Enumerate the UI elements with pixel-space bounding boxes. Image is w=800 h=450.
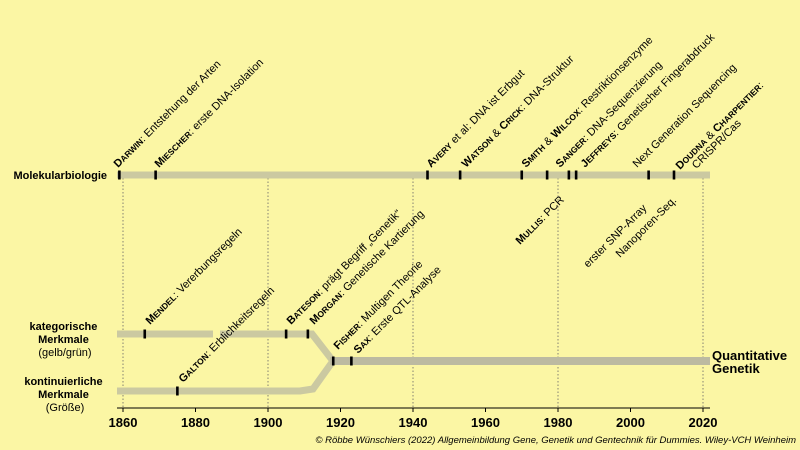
event-label-bateson: BATESON: prägt Begriff „Genetik“ xyxy=(285,207,405,327)
axis-tick-label-1900: 1900 xyxy=(254,415,283,430)
event-marker-bateson xyxy=(284,329,288,339)
event-marker-smith xyxy=(520,170,524,180)
row-label-molecular-biology: Molekularbiologie xyxy=(13,170,107,182)
event-marker-avery xyxy=(426,170,429,180)
copyright-credit: © Röbbe Wünschiers (2022) Allgemeinbildu… xyxy=(315,435,796,446)
event-marker-fisher xyxy=(331,356,335,366)
event-marker-galton xyxy=(176,386,179,396)
event-marker-darwin xyxy=(118,170,121,180)
event-label-mullis: MULLIS: PCR xyxy=(514,194,567,247)
event-marker-doudna xyxy=(672,170,676,180)
axis-tick-label-1860: 1860 xyxy=(109,415,138,430)
event-marker-ngs xyxy=(647,170,650,180)
event-marker-morgan xyxy=(306,329,310,339)
row-label-continuous-traits: kontinuierliche Merkmale (Größe) xyxy=(24,376,105,414)
continuous-traits-bar xyxy=(117,358,336,395)
axis-tick-label-1980: 1980 xyxy=(544,415,573,430)
axis-tick-label-1880: 1880 xyxy=(181,415,210,430)
axis-tick-label-2020: 2020 xyxy=(689,415,718,430)
event-marker-watson xyxy=(458,170,462,180)
event-marker-jeffreys xyxy=(574,170,578,180)
event-marker-mullis xyxy=(567,170,571,180)
event-marker-sax xyxy=(350,356,353,366)
row-label-categorical-traits: kategorische Merkmale (gelb/grün) xyxy=(30,321,101,359)
event-marker-mendel xyxy=(143,329,147,339)
axis-tick-label-1940: 1940 xyxy=(399,415,428,430)
axis-tick-label-2000: 2000 xyxy=(616,415,645,430)
axis-tick-label-1920: 1920 xyxy=(326,415,355,430)
axis-tick-label-1960: 1960 xyxy=(471,415,500,430)
categorical-traits-bar xyxy=(117,330,336,364)
event-label-smith: SMITH & WILCOX: Restriktionsenzyme xyxy=(520,34,656,170)
quantitative-genetics-label: Quantitative Genetik xyxy=(712,348,791,376)
event-label-mendel: MENDEL: Vererbungsregeln xyxy=(144,226,245,327)
event-marker-miescher xyxy=(154,170,157,180)
event-marker-sanger xyxy=(545,170,549,180)
event-label-doudna: DOUDNA & CHARPENTIER:CRISPR/Cas xyxy=(674,80,774,180)
